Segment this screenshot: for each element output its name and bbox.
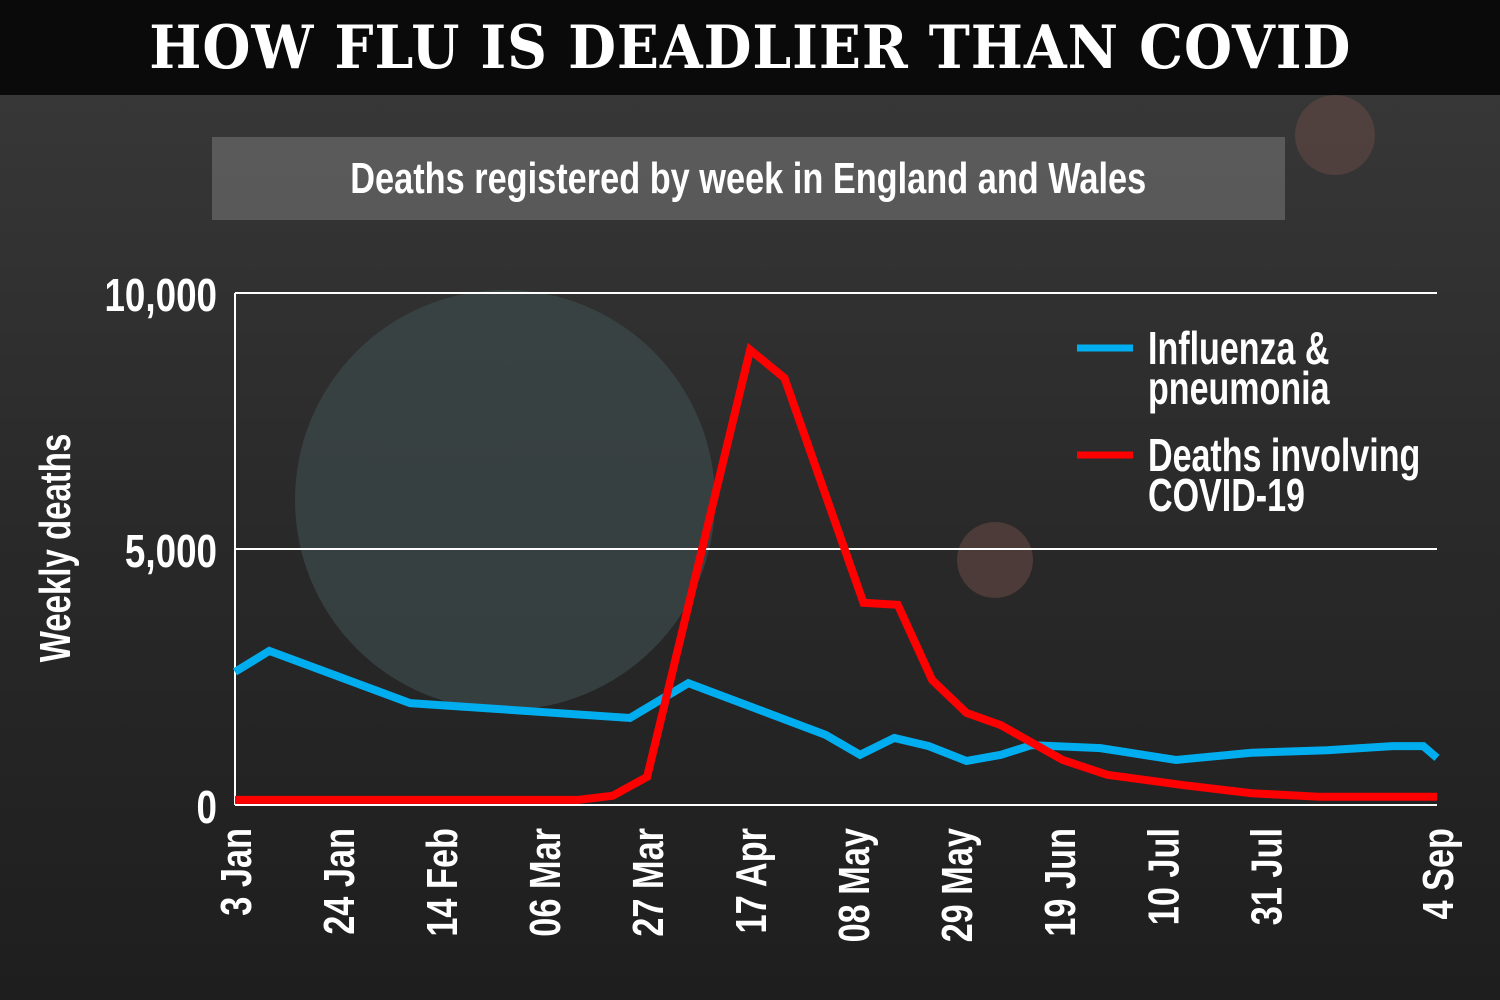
virus-large-icon (295, 290, 715, 710)
legend-label: COVID-19 (1148, 469, 1305, 521)
x-tick-label: 14 Feb (418, 828, 467, 937)
x-tick-label: 17 Apr (727, 828, 776, 933)
legend-label: Deaths involving (1148, 429, 1420, 481)
headline: HOW FLU IS DEADLIER THAN COVID (148, 12, 1352, 83)
virus-small-icon (1295, 95, 1375, 175)
y-axis-label: Weekly deaths (32, 434, 81, 663)
x-tick-label: 29 May (933, 828, 982, 942)
legend-label: pneumonia (1148, 362, 1330, 414)
virus-small-icon (957, 522, 1033, 598)
y-tick-label: 5,000 (125, 525, 217, 577)
x-tick-label: 08 May (830, 828, 879, 942)
covid-line (235, 342, 1437, 804)
x-tick-label: 4 Sep (1414, 828, 1463, 920)
influenza-line (232, 646, 1440, 766)
y-tick-label: 0 (197, 781, 217, 833)
x-tick-label: 19 Jun (1036, 828, 1085, 937)
x-tick-label: 27 Mar (624, 828, 673, 937)
x-tick-label: 3 Jan (212, 828, 261, 916)
headline-banner: HOW FLU IS DEADLIER THAN COVID (0, 0, 1500, 95)
x-tick-label: 24 Jan (315, 828, 364, 935)
chart-title-box: Deaths registered by week in England and… (212, 137, 1285, 220)
x-tick-label: 06 Mar (521, 828, 570, 937)
x-tick-label: 10 Jul (1139, 828, 1188, 925)
y-tick-label: 10,000 (104, 269, 217, 321)
x-tick-label: 31 Jul (1242, 828, 1291, 925)
legend-label: Influenza & (1148, 322, 1330, 374)
chart-title: Deaths registered by week in England and… (350, 153, 1147, 203)
